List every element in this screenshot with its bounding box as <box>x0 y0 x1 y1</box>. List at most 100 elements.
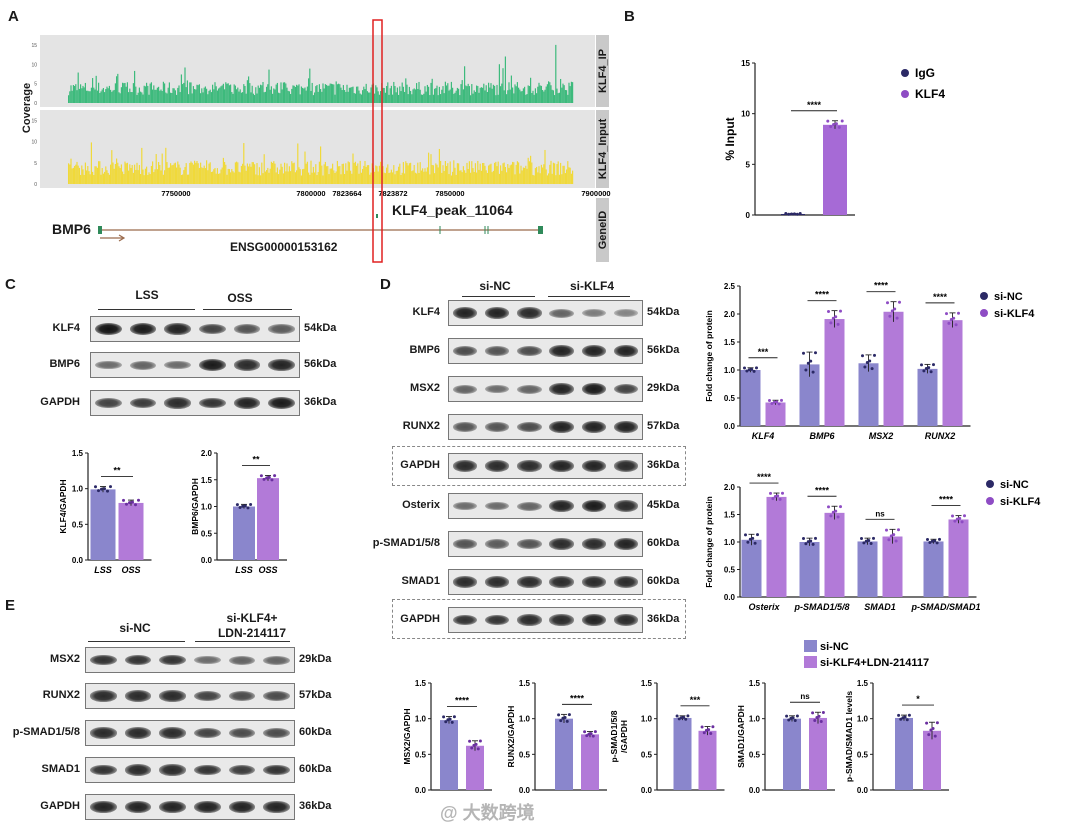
blot-band <box>485 576 510 588</box>
coverage-bar <box>507 90 509 103</box>
coverage-bar <box>222 83 224 103</box>
coverage-bar <box>138 165 140 184</box>
y-tick-label: 1.5 <box>749 679 761 688</box>
coverage-bar <box>536 93 538 103</box>
coverage-bar <box>528 161 530 184</box>
coverage-bar <box>172 88 174 103</box>
coverage-bar <box>312 166 314 184</box>
data-point <box>267 475 271 479</box>
coverage-bar <box>435 88 437 103</box>
bar <box>923 730 941 790</box>
y-tick-label: 1.0 <box>724 366 736 375</box>
blot-band <box>263 801 290 813</box>
data-point <box>870 367 874 371</box>
peak-block <box>376 214 378 218</box>
coverage-bar <box>130 167 132 184</box>
data-point <box>960 520 964 524</box>
coverage-bar <box>399 86 401 103</box>
data-point <box>865 361 869 365</box>
coverage-bar <box>332 163 334 184</box>
coverage-bar <box>70 85 72 103</box>
coverage-bar <box>237 87 239 103</box>
coverage-bar <box>160 89 162 103</box>
coverage-bar <box>144 168 146 184</box>
bar <box>740 370 761 426</box>
y-tick-label: 0.0 <box>724 593 736 602</box>
coverage-bar <box>521 170 523 184</box>
data-point <box>756 533 759 537</box>
coverage-bar <box>189 163 191 184</box>
y-tick-label: 15 <box>31 43 37 49</box>
coverage-bar <box>330 83 332 103</box>
coverage-bar <box>455 90 457 103</box>
coverage-bar <box>363 165 365 184</box>
coverage-bar <box>540 85 542 103</box>
coverage-bar <box>176 167 178 184</box>
coverage-bar <box>101 89 103 103</box>
coverage-bar <box>170 92 172 103</box>
coverage-bar <box>376 87 378 103</box>
coverage-bar <box>558 174 560 184</box>
coverage-bar <box>506 172 508 184</box>
data-point <box>813 719 817 723</box>
coverage-bar <box>288 91 290 103</box>
panel-label-b: B <box>624 8 635 25</box>
significance-label: **** <box>933 292 948 302</box>
coverage-bar <box>320 146 322 184</box>
coverage-bar <box>244 85 246 103</box>
coverage-bar <box>198 84 200 103</box>
blot-strip <box>85 794 295 820</box>
coverage-bar <box>489 87 491 103</box>
coverage-bar <box>132 172 134 184</box>
coverage-bar <box>357 86 359 103</box>
coverage-bar <box>368 92 370 103</box>
data-point <box>773 495 777 499</box>
coverage-bar <box>266 86 268 103</box>
y-tick-label: 1.0 <box>201 503 213 512</box>
coverage-bar <box>384 92 386 103</box>
coverage-bar <box>441 89 443 103</box>
y-axis-label: BMP6/GAPDH <box>190 478 200 535</box>
coverage-bar <box>453 93 455 103</box>
coverage-bar <box>76 90 78 103</box>
coverage-bar <box>521 91 523 103</box>
coverage-bar <box>448 90 450 103</box>
blot-band <box>159 764 186 776</box>
panel-label-e: E <box>5 597 16 614</box>
track-strip-ip: KLF4_IP <box>596 35 609 107</box>
coverage-bar <box>506 94 508 103</box>
coverage-bar <box>452 171 454 184</box>
y-tick-label: 1.0 <box>641 715 653 724</box>
data-point <box>784 212 788 216</box>
blot-band <box>613 345 639 357</box>
coverage-bar <box>260 84 262 103</box>
coverage-bar <box>135 169 137 184</box>
legend-marker-icon <box>901 90 909 98</box>
coverage-bar <box>201 88 203 103</box>
coverage-bar <box>190 161 192 184</box>
coverage-bar <box>155 89 157 103</box>
data-point <box>836 322 840 326</box>
bar <box>233 506 255 560</box>
data-point <box>787 718 791 722</box>
coverage-bar <box>84 162 86 184</box>
data-point <box>888 314 892 318</box>
coverage-bar <box>396 87 398 103</box>
coverage-bar <box>207 170 209 184</box>
coverage-bar <box>438 148 440 184</box>
blot-band <box>233 397 261 409</box>
coverage-bar <box>167 87 169 103</box>
coverage-bar <box>434 173 436 184</box>
coverage-bar <box>200 93 202 103</box>
coverage-bar <box>459 170 461 184</box>
blot-band <box>268 359 295 371</box>
coverage-bar <box>495 95 497 103</box>
coverage-bar <box>226 174 228 184</box>
data-point <box>840 119 844 123</box>
coverage-bar <box>309 68 311 103</box>
coverage-bar <box>514 84 516 103</box>
data-point <box>872 536 875 540</box>
bar <box>581 734 599 790</box>
coverage-bar <box>378 165 380 184</box>
blot-band <box>549 576 574 588</box>
